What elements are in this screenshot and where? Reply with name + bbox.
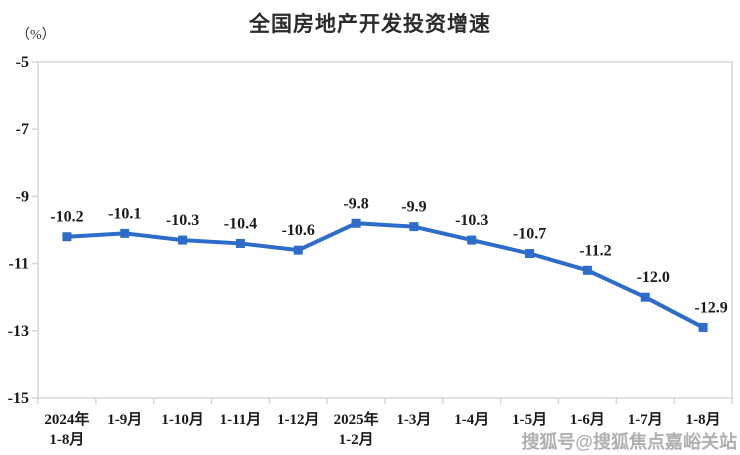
data-point-marker <box>525 249 535 259</box>
x-axis-tick-label: 1-6月 <box>570 411 605 428</box>
data-point-marker <box>120 228 130 238</box>
data-point-marker <box>582 265 592 275</box>
data-label: -10.3 <box>166 212 199 229</box>
data-point-marker <box>62 232 72 242</box>
y-axis-tick-label: -7 <box>16 121 29 138</box>
x-axis-tick-label: 1-8月 <box>49 431 84 448</box>
data-label: -10.7 <box>513 226 546 243</box>
x-axis-tick-label: 1-8月 <box>686 411 721 428</box>
y-axis-unit-label: （%） <box>16 28 56 43</box>
x-axis-tick-label: 2025年 <box>334 410 379 428</box>
data-point-marker <box>698 322 708 332</box>
data-label: -10.6 <box>282 222 315 239</box>
x-axis-tick-label: 1-5月 <box>512 411 547 428</box>
data-point-marker <box>640 292 650 302</box>
data-point-marker <box>235 238 245 248</box>
x-axis-tick-label: 1-2月 <box>339 431 374 448</box>
data-label: -10.4 <box>224 215 257 232</box>
y-axis-tick-label: -15 <box>8 390 29 407</box>
plot-border <box>37 61 733 399</box>
data-point-marker <box>409 222 419 232</box>
x-axis-tick-label: 1-12月 <box>277 411 320 428</box>
chart-title: 全国房地产开发投资增速 <box>249 13 491 36</box>
data-point-marker <box>351 218 361 228</box>
watermark: 搜狐号@搜狐焦点嘉峪关站 <box>521 432 737 452</box>
data-point-marker <box>293 245 303 255</box>
data-label: -10.1 <box>108 205 141 222</box>
x-axis-tick-label: 1-3月 <box>396 411 431 428</box>
y-axis-tick-label: -9 <box>16 188 29 205</box>
x-axis-tick-label: 1-4月 <box>454 411 489 428</box>
data-label: -12.0 <box>637 269 670 286</box>
y-axis-tick-label: -5 <box>16 54 29 71</box>
data-point-marker <box>467 235 477 245</box>
data-label: -9.8 <box>343 195 368 212</box>
data-label: -12.9 <box>694 299 727 316</box>
data-label: -11.2 <box>579 242 611 259</box>
data-label: -10.2 <box>50 209 83 226</box>
x-axis-tick-label: 1-10月 <box>161 411 204 428</box>
x-axis-tick-label: 1-9月 <box>107 411 142 428</box>
y-axis-tick-label: -11 <box>9 256 29 273</box>
x-axis-tick-label: 2024年 <box>44 410 89 428</box>
x-axis-tick-label: 1-7月 <box>628 411 663 428</box>
trend-line <box>64 221 706 330</box>
data-label: -9.9 <box>401 199 426 216</box>
y-axis-tick-label: -13 <box>8 323 29 340</box>
data-label: -10.3 <box>455 212 488 229</box>
data-point-marker <box>178 235 188 245</box>
x-axis-tick-label: 1-11月 <box>220 411 262 428</box>
